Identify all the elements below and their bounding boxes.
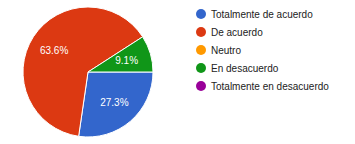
legend-marker	[196, 9, 206, 19]
legend-label: En desacuerdo	[211, 63, 279, 74]
legend-item: De acuerdo	[196, 27, 263, 38]
legend-marker	[196, 81, 206, 91]
legend-marker	[196, 27, 206, 37]
legend-label: Totalmente en desacuerdo	[211, 81, 329, 92]
legend-marker	[196, 45, 206, 55]
pie-slice	[88, 72, 153, 73]
data-label: 9.1%	[115, 55, 138, 66]
data-label: 27.3%	[100, 97, 128, 108]
legend-item: Totalmente de acuerdo	[196, 9, 313, 20]
legend: Totalmente de acuerdo De acuerdo Neutro En …	[196, 9, 329, 92]
legend-label: De acuerdo	[211, 27, 263, 38]
legend-item: Totalmente en desacuerdo	[196, 81, 329, 92]
pie-slice	[79, 72, 153, 137]
data-label: 63.6%	[40, 45, 68, 56]
legend-label: Totalmente de acuerdo	[211, 9, 313, 20]
legend-marker	[196, 63, 206, 73]
legend-item: En desacuerdo	[196, 63, 279, 74]
pie-slice	[88, 37, 153, 72]
legend-label: Neutro	[211, 45, 241, 56]
pie: 27.3% 63.6% 9.1%	[23, 7, 153, 137]
legend-item: Neutro	[196, 45, 241, 56]
chart: 27.3% 63.6% 9.1% Totalmente de acuerdo De ac…	[0, 0, 355, 144]
